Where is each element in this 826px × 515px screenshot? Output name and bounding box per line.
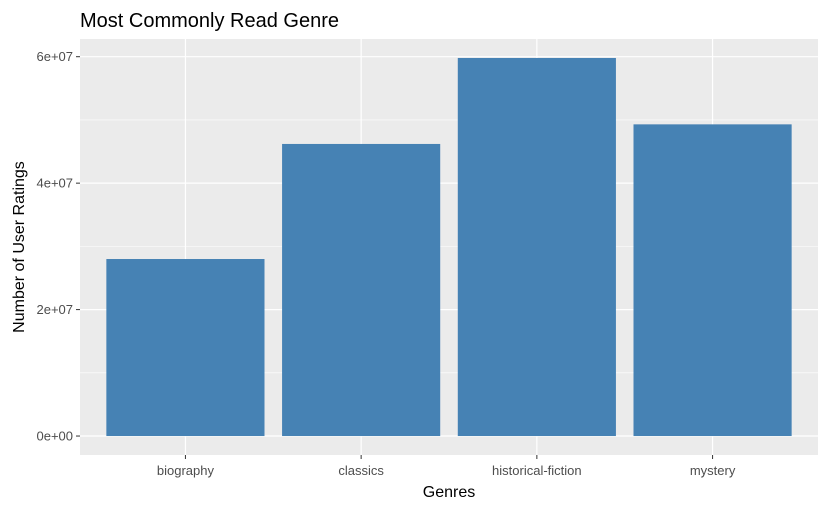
x-tick-label: classics [338, 463, 384, 478]
y-axis-ticks: 0e+00 2e+07 4e+07 6e+07 [36, 49, 80, 444]
bar-biography [106, 259, 265, 437]
y-axis-title: Number of User Ratings [11, 161, 28, 333]
bar-historical-fiction [457, 57, 616, 437]
x-axis-title: Genres [423, 484, 475, 501]
y-tick-label: 6e+07 [36, 49, 73, 64]
bars [106, 57, 792, 437]
x-tick-label: mystery [690, 463, 736, 478]
x-axis-ticks: biography classics historical-fiction myste… [157, 455, 736, 478]
x-tick-label: biography [157, 463, 215, 478]
bar-classics [282, 143, 441, 437]
x-tick-label: historical-fiction [492, 463, 582, 478]
bar-mystery [633, 124, 792, 437]
y-tick-label: 4e+07 [36, 176, 73, 191]
y-tick-label: 0e+00 [36, 429, 73, 444]
chart-title: Most Commonly Read Genre [80, 10, 339, 32]
y-tick-label: 2e+07 [36, 302, 73, 317]
